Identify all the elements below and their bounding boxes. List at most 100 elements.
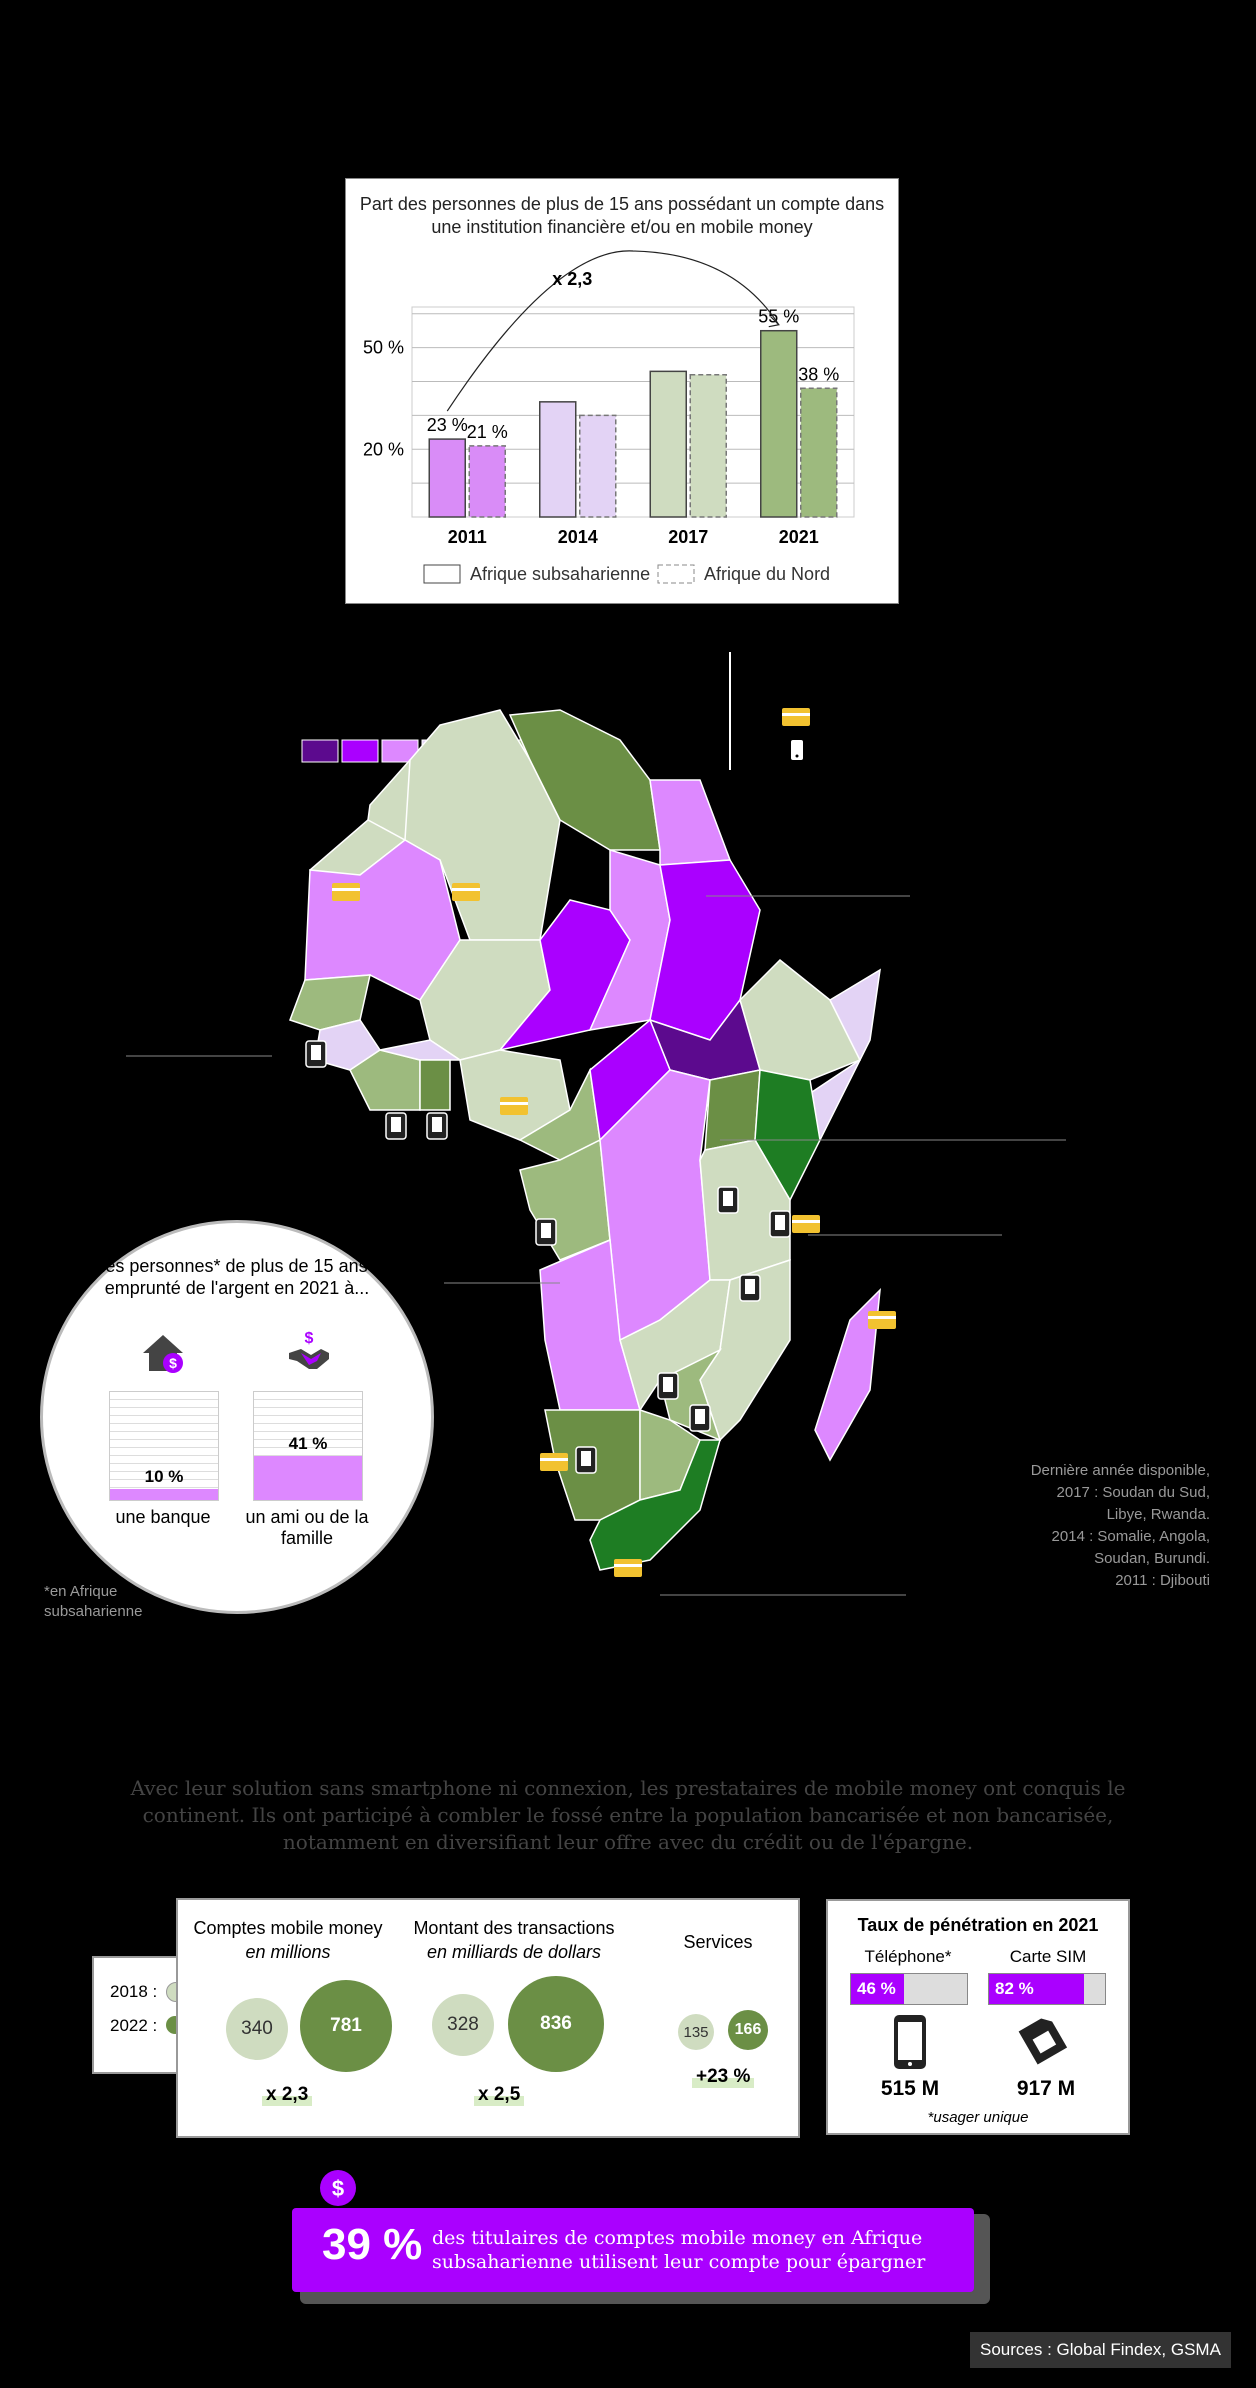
card-icon [500, 1097, 528, 1115]
loans-title: Part des personnes* de plus de 15 ans ay… [57, 1256, 417, 1298]
phone-penetration-fill: 46 % [851, 1974, 905, 2004]
phone-icon [769, 1210, 791, 1238]
accounts-header: Comptes mobile money en millions [188, 1916, 388, 1964]
y-tick-label: 50 % [363, 338, 404, 358]
savings-banner: 39 % des titulaires de comptes mobile mo… [292, 2208, 990, 2304]
bar-2011-na [468, 445, 506, 518]
savings-text: des titulaires de comptes mobile money e… [432, 2227, 926, 2273]
bar-2017-na [689, 373, 727, 518]
transactions-subtitle: en milliards de dollars [426, 1942, 602, 1962]
intro-paragraph: Avec leur solution sans smartphone ni co… [130, 1776, 1126, 1854]
friends-loan-value: 41 % [288, 1433, 328, 1453]
bar-2021-na [800, 387, 838, 518]
mobile-money-stats: Comptes mobile money en millions 340 781… [176, 1898, 800, 2138]
transactions-header: Montant des transactions en milliards de… [404, 1916, 624, 1964]
bar-2011-ssa [428, 438, 466, 518]
data-label-2021-ssa: 55 % [758, 307, 799, 327]
phone-icon [717, 1186, 739, 1214]
chart-title: Part des personnes de plus de 15 ans pos… [359, 194, 885, 237]
card-icon [792, 1215, 820, 1233]
transactions-2022: 836 [508, 1976, 604, 2072]
card-icon [332, 883, 360, 901]
services-2022: 166 [728, 2010, 768, 2050]
penetration-title: Taux de pénétration en 2021 [857, 1915, 1099, 1935]
handshake-dollar-icon: $ [289, 1330, 329, 1369]
services-growth: +23 % [692, 2066, 755, 2088]
phone-icon [657, 1372, 679, 1400]
x-tick-2014: 2014 [558, 527, 598, 547]
bank-loan-bar: 10 % [109, 1391, 219, 1501]
svg-text:$: $ [169, 1355, 177, 1371]
sim-label: Carte SIM [1009, 1947, 1087, 1966]
bar-2021-ssa [760, 329, 798, 518]
services-2018: 135 [678, 2014, 714, 2050]
transactions-2018: 328 [432, 1994, 494, 2056]
accounts-2018: 340 [226, 1998, 288, 2060]
house-dollar-icon: $ [143, 1335, 183, 1373]
note-line: Dernière année disponible, [1030, 1462, 1210, 1479]
penetration-note: *usager unique [927, 2109, 1029, 2126]
savings-percent: 39 % [322, 2220, 423, 2269]
dollar-coin-icon: $ [320, 2170, 356, 2206]
services-title: Services [683, 1932, 753, 1952]
bar-2014-na [579, 414, 617, 518]
country-uganda [704, 1069, 761, 1151]
friends-loan-bar: 41 % [253, 1391, 363, 1501]
country-madagascar [814, 1287, 881, 1462]
loans-footnote: *en Afrique subsaharienne [44, 1583, 143, 1620]
country-ghana [419, 1059, 451, 1111]
data-label-2021-na: 38 % [798, 364, 839, 384]
sim-penetration-fill: 82 % [989, 1974, 1085, 2004]
note-line: Soudan, Burundi. [1094, 1550, 1210, 1567]
note-line: 2011 : Djibouti [1115, 1572, 1210, 1589]
penetration-panel: Taux de pénétration en 2021 Téléphone* C… [826, 1899, 1130, 2135]
card-icon [452, 883, 480, 901]
palette-swatch [301, 739, 339, 763]
bank-loan-caption: une banque [115, 1507, 211, 1527]
growth-arrow-head [768, 316, 780, 328]
legend-label-ssa: Afrique subsaharienne [470, 564, 650, 584]
legend-swatch-ssa [423, 564, 461, 584]
country-gabon-congo [519, 1138, 611, 1261]
phone-penetration-bar: 46 % [850, 1973, 968, 2005]
bank-loan-value: 10 % [144, 1467, 184, 1487]
growth-annotation: x 2,3 [552, 269, 592, 289]
phone-icon [575, 1446, 597, 1474]
note-line: Libye, Rwanda. [1106, 1506, 1210, 1523]
phone-label: Téléphone* [864, 1947, 952, 1966]
svg-text:$: $ [332, 2176, 344, 2201]
accounts-multiplier: x 2,3 [262, 2084, 313, 2106]
africa-map [126, 652, 1066, 1596]
card-icon [540, 1453, 568, 1471]
transactions-title: Montant des transactions [413, 1918, 615, 1938]
bar-2014-ssa [539, 401, 577, 518]
phone-icon [535, 1218, 557, 1246]
phone-icon [385, 1112, 407, 1140]
legend-2022-label: 2022 : [110, 2016, 158, 2035]
transactions-multiplier: x 2,5 [474, 2084, 525, 2106]
palette-swatch [341, 739, 379, 763]
phone-icon [426, 1112, 448, 1140]
country-south-africa [589, 1439, 721, 1571]
phone-icon [305, 1040, 327, 1068]
svg-text:$: $ [305, 1330, 314, 1347]
country-egypt [649, 779, 732, 866]
x-tick-2011: 2011 [448, 527, 487, 547]
legend-label-na: Afrique du Nord [704, 564, 830, 584]
phone-icon [894, 2015, 926, 2069]
accounts-title: Comptes mobile money [193, 1918, 383, 1938]
bank-loan-fill [110, 1489, 218, 1500]
growth-arrow [446, 250, 780, 412]
callout-lines [126, 895, 1066, 1596]
country-senegal [289, 974, 371, 1031]
loans-panel: Part des personnes* de plus de 15 ans ay… [40, 1220, 434, 1614]
card-icon [614, 1559, 642, 1577]
sources: Sources : Global Findex, GSMA [970, 2332, 1231, 2368]
sim-card-icon [1018, 2018, 1068, 2065]
bar-2017-ssa [649, 370, 687, 518]
phone-users: 515 M [880, 2077, 940, 2100]
country-mauritania [304, 839, 461, 1001]
friends-loan-caption: un ami ou de la famille [245, 1507, 369, 1548]
sim-users: 917 M [1016, 2077, 1076, 2100]
note-line: 2017 : Soudan du Sud, [1056, 1484, 1210, 1501]
